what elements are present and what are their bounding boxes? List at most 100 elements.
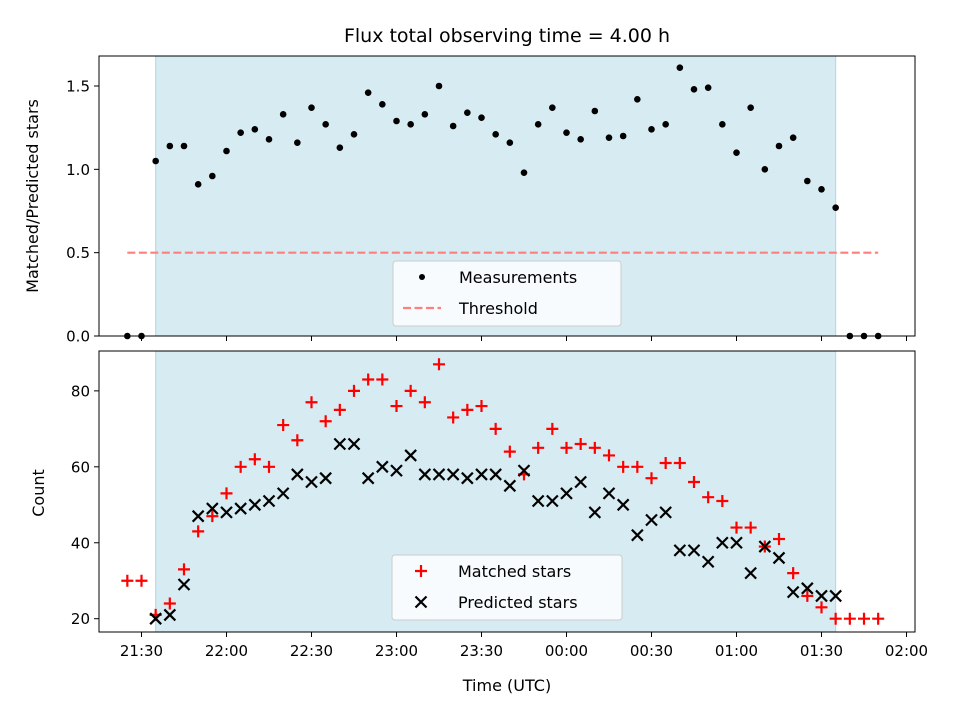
x-tick-label: 23:30 xyxy=(460,642,503,660)
predicted-stars-point xyxy=(390,464,403,477)
matched-stars-point xyxy=(588,441,601,454)
matched-stars-point xyxy=(291,434,304,447)
predicted-stars-point xyxy=(616,498,630,512)
predicted-stars-point xyxy=(744,566,757,580)
matched-stars-point xyxy=(305,396,318,409)
predicted-stars-point xyxy=(801,582,814,595)
predicted-stars-point xyxy=(276,487,290,500)
axes-frame xyxy=(98,350,916,633)
measurement-point xyxy=(407,121,414,128)
matched-stars-point xyxy=(773,532,785,545)
predicted-stars-point xyxy=(291,468,304,481)
matched-stars-point xyxy=(192,525,205,538)
predicted-stars-point xyxy=(475,468,488,481)
matched-stars-point xyxy=(702,491,715,504)
predicted-stars-point xyxy=(786,585,800,599)
measurement-point xyxy=(733,149,740,156)
legend-measurements-swatch xyxy=(419,274,425,280)
measurement-point xyxy=(563,129,570,136)
matched-stars-point xyxy=(801,589,814,602)
predicted-stars-point xyxy=(503,479,517,493)
matched-stars-point xyxy=(333,403,346,416)
series-measurements xyxy=(124,64,882,340)
matched-stars-point xyxy=(829,612,842,625)
measurement-point xyxy=(549,104,556,111)
predicted-stars-point xyxy=(701,555,715,569)
predicted-stars-point xyxy=(772,551,786,565)
measurement-point xyxy=(209,172,216,180)
matched-stars-point xyxy=(319,415,332,428)
measurement-point xyxy=(520,169,528,176)
matched-stars-point xyxy=(234,460,247,473)
legend-box xyxy=(392,260,622,327)
measurement-point xyxy=(421,111,429,118)
y-tick-label: 20 xyxy=(71,610,90,628)
matched-stars-point xyxy=(503,445,516,458)
measurement-point xyxy=(308,104,315,111)
predicted-stars-point xyxy=(163,608,177,622)
measurement-point xyxy=(690,86,698,93)
predicted-stars-point xyxy=(758,540,772,553)
measurement-point xyxy=(804,177,811,185)
predicted-stars-point xyxy=(673,544,687,557)
legend: Matched stars Predicted stars xyxy=(391,554,623,621)
matched-stars-point xyxy=(489,422,502,435)
measurement-point xyxy=(393,117,400,125)
matched-stars-point xyxy=(362,373,375,386)
measurement-point xyxy=(832,204,839,211)
predicted-stars-point xyxy=(248,498,262,512)
legend-predicted-swatch xyxy=(414,595,428,609)
measurement-point xyxy=(379,101,386,108)
matched-stars-point xyxy=(178,563,190,576)
measurement-point xyxy=(492,131,499,138)
flux-ratio-panel: 0.0 0.5 1.0 1.5 Measurements Threshold xyxy=(66,55,916,346)
measurement-point xyxy=(634,96,641,103)
predicted-stars-point xyxy=(404,449,417,462)
predicted-stars-point xyxy=(659,506,672,519)
predicted-stars-point xyxy=(220,506,233,519)
measurement-point xyxy=(761,166,769,173)
measurement-point xyxy=(251,126,259,133)
measurement-point xyxy=(449,122,457,130)
chart-title: Flux total observing time = 4.00 h xyxy=(344,25,670,47)
matched-stars-point xyxy=(532,441,545,454)
matched-stars-point xyxy=(872,612,885,625)
predicted-stars-point xyxy=(687,544,701,557)
legend-entry-label: Threshold xyxy=(458,299,538,318)
matched-stars-point xyxy=(688,476,700,489)
axes-frame xyxy=(98,55,916,337)
matched-stars-point xyxy=(574,438,587,451)
predicted-stars-point xyxy=(305,475,318,489)
star-count-panel: 20 40 60 80 21:30 22:00 22:30 23:00 23:30 00:00 00… xyxy=(71,350,928,660)
x-tick-label: 00:00 xyxy=(545,642,588,660)
measurement-point xyxy=(237,129,244,136)
measurement-point xyxy=(279,111,287,118)
matched-stars-point xyxy=(858,612,870,625)
matched-stars-point xyxy=(645,472,658,485)
measurement-point xyxy=(322,121,329,128)
legend-box xyxy=(391,554,623,621)
predicted-stars-point xyxy=(376,460,389,474)
measurement-point xyxy=(364,89,372,96)
matched-stars-point xyxy=(248,453,261,466)
series-predicted-stars xyxy=(149,437,842,625)
legend-matched-swatch xyxy=(415,565,427,577)
measurement-point xyxy=(180,142,188,150)
predicted-stars-point xyxy=(546,494,559,508)
y-tick-label: 80 xyxy=(71,382,90,400)
predicted-stars-point xyxy=(432,468,446,481)
matched-stars-point xyxy=(135,574,148,587)
predicted-stars-point xyxy=(560,487,573,500)
measurement-point xyxy=(336,144,344,151)
predicted-stars-point xyxy=(645,513,658,527)
measurement-point xyxy=(789,134,797,141)
matched-stars-point xyxy=(744,521,757,534)
measurement-point xyxy=(194,181,202,188)
predicted-stars-point xyxy=(815,589,828,603)
matched-stars-point xyxy=(163,597,176,610)
predicted-stars-point xyxy=(631,528,644,542)
matched-stars-point xyxy=(263,460,275,473)
predicted-stars-point xyxy=(234,502,247,515)
y-tick-label: 1.0 xyxy=(66,161,90,179)
